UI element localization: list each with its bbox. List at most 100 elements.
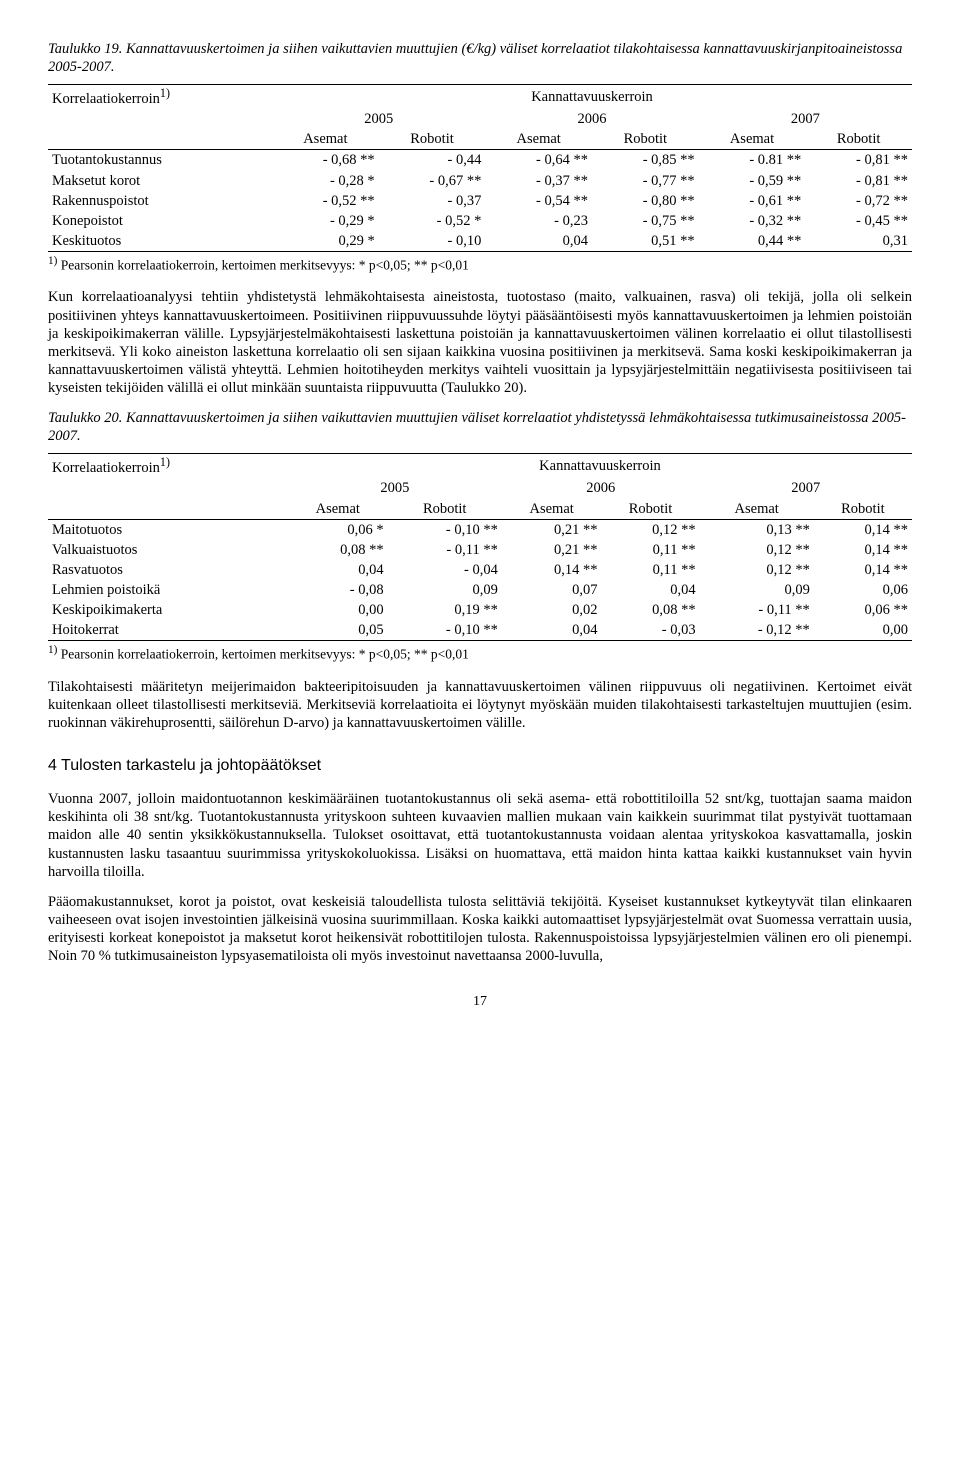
table-cell: - 0,11 **	[700, 600, 814, 620]
table-cell: 0,14 **	[502, 560, 602, 580]
table-cell: - 0,37 **	[485, 171, 592, 191]
table-cell: 0,00	[288, 600, 388, 620]
table-cell: 0,00	[814, 620, 912, 641]
table-row-label: Konepoistot	[48, 211, 272, 231]
table-cell: - 0,04	[388, 560, 502, 580]
t20-corr-text: Korrelaatiokerroin	[52, 460, 160, 476]
table-cell: 0,14 **	[814, 560, 912, 580]
table-cell: 0,09	[700, 580, 814, 600]
table-cell: 0,04	[485, 231, 592, 252]
table-row-label: Rasvatuotos	[48, 560, 288, 580]
table-cell: 0,04	[502, 620, 602, 641]
table-cell: - 0,85 **	[592, 150, 699, 171]
t19-col-2: Asemat	[485, 129, 592, 150]
table-cell: 0,21 **	[502, 540, 602, 560]
table-cell: 0,13 **	[700, 519, 814, 540]
t19-fn-sup: 1)	[48, 255, 57, 267]
table20: Korrelaatiokerroin1) Kannattavuuskerroin…	[48, 453, 912, 641]
t19-fn-text: Pearsonin korrelaatiokerroin, kertoimen …	[57, 258, 469, 273]
t19-col-0: Asemat	[272, 129, 379, 150]
paragraph-1: Kun korrelaatioanalyysi tehtiin yhdistet…	[48, 288, 912, 397]
table20-corr-label: Korrelaatiokerroin1)	[48, 454, 288, 478]
table-cell: 0,08 **	[601, 600, 699, 620]
t20-col-0: Asemat	[288, 499, 388, 520]
t19-col-5: Robotit	[805, 129, 912, 150]
table-cell: - 0,10	[379, 231, 486, 252]
t20-fn-text: Pearsonin korrelaatiokerroin, kertoimen …	[57, 647, 469, 662]
table-cell: 0,06 *	[288, 519, 388, 540]
table-cell: - 0,28 *	[272, 171, 379, 191]
t19-year-2: 2007	[699, 109, 912, 129]
table19-footnote: 1) Pearsonin korrelaatiokerroin, kertoim…	[48, 254, 912, 274]
t20-col-2: Asemat	[502, 499, 602, 520]
t19-year-1: 2006	[485, 109, 698, 129]
t19-corr-text: Korrelaatiokerroin	[52, 91, 160, 107]
table20-caption: Taulukko 20. Kannattavuuskertoimen ja si…	[48, 409, 912, 445]
t20-year-2: 2007	[700, 478, 912, 498]
table19-kk-label: Kannattavuuskerroin	[272, 85, 912, 109]
table-row-label: Maksetut korot	[48, 171, 272, 191]
table-cell: - 0,23	[485, 211, 592, 231]
table-cell: 0,07	[502, 580, 602, 600]
table-cell: 0,31	[805, 231, 912, 252]
table-row-label: Tuotantokustannus	[48, 150, 272, 171]
table-cell: - 0,08	[288, 580, 388, 600]
paragraph-4: Pääomakustannukset, korot ja poistot, ov…	[48, 893, 912, 966]
t20-col-1: Robotit	[388, 499, 502, 520]
table-cell: 0,12 **	[601, 519, 699, 540]
t19-col-1: Robotit	[379, 129, 486, 150]
table19-caption: Taulukko 19. Kannattavuuskertoimen ja si…	[48, 40, 912, 76]
table-cell: 0,14 **	[814, 540, 912, 560]
table-cell: 0,12 **	[700, 560, 814, 580]
table-row-label: Keskituotos	[48, 231, 272, 252]
table-cell: - 0,29 *	[272, 211, 379, 231]
table-cell: - 0.81 **	[699, 150, 806, 171]
table-row-label: Maitotuotos	[48, 519, 288, 540]
table-cell: - 0,81 **	[805, 171, 912, 191]
table-cell: - 0,32 **	[699, 211, 806, 231]
table-cell: - 0,77 **	[592, 171, 699, 191]
table-cell: - 0,75 **	[592, 211, 699, 231]
t19-corr-sup: 1)	[160, 86, 170, 100]
table-cell: - 0,44	[379, 150, 486, 171]
t19-year-0: 2005	[272, 109, 485, 129]
table-cell: - 0,61 **	[699, 191, 806, 211]
table-cell: - 0,10 **	[388, 620, 502, 641]
table-cell: - 0,72 **	[805, 191, 912, 211]
table-row-label: Keskipoikimakerta	[48, 600, 288, 620]
table-cell: - 0,03	[601, 620, 699, 641]
table-cell: - 0,45 **	[805, 211, 912, 231]
table-cell: - 0,37	[379, 191, 486, 211]
table-cell: - 0,52 *	[379, 211, 486, 231]
table-cell: - 0,11 **	[388, 540, 502, 560]
t20-fn-sup: 1)	[48, 644, 57, 656]
table-row-label: Lehmien poistoikä	[48, 580, 288, 600]
table-cell: 0,02	[502, 600, 602, 620]
table-cell: 0,05	[288, 620, 388, 641]
table-cell: 0,19 **	[388, 600, 502, 620]
table-cell: - 0,64 **	[485, 150, 592, 171]
table-row-label: Hoitokerrat	[48, 620, 288, 641]
table-row-label: Valkuaistuotos	[48, 540, 288, 560]
table-cell: 0,14 **	[814, 519, 912, 540]
table-cell: - 0,80 **	[592, 191, 699, 211]
table-cell: - 0,67 **	[379, 171, 486, 191]
t20-col-5: Robotit	[814, 499, 912, 520]
table-cell: - 0,52 **	[272, 191, 379, 211]
table-cell: 0,04	[288, 560, 388, 580]
table-cell: 0,12 **	[700, 540, 814, 560]
paragraph-2: Tilakohtaisesti määritetyn meijerimaidon…	[48, 678, 912, 732]
table-cell: - 0,54 **	[485, 191, 592, 211]
t20-col-4: Asemat	[700, 499, 814, 520]
table-cell: - 0,68 **	[272, 150, 379, 171]
table-cell: 0,51 **	[592, 231, 699, 252]
t19-col-3: Robotit	[592, 129, 699, 150]
page-number: 17	[48, 993, 912, 1011]
t20-col-3: Robotit	[601, 499, 699, 520]
table-cell: 0,08 **	[288, 540, 388, 560]
table19: Korrelaatiokerroin1) Kannattavuuskerroin…	[48, 84, 912, 252]
table-cell: 0,29 *	[272, 231, 379, 252]
table-cell: 0,44 **	[699, 231, 806, 252]
table-cell: - 0,59 **	[699, 171, 806, 191]
table-row-label: Rakennuspoistot	[48, 191, 272, 211]
